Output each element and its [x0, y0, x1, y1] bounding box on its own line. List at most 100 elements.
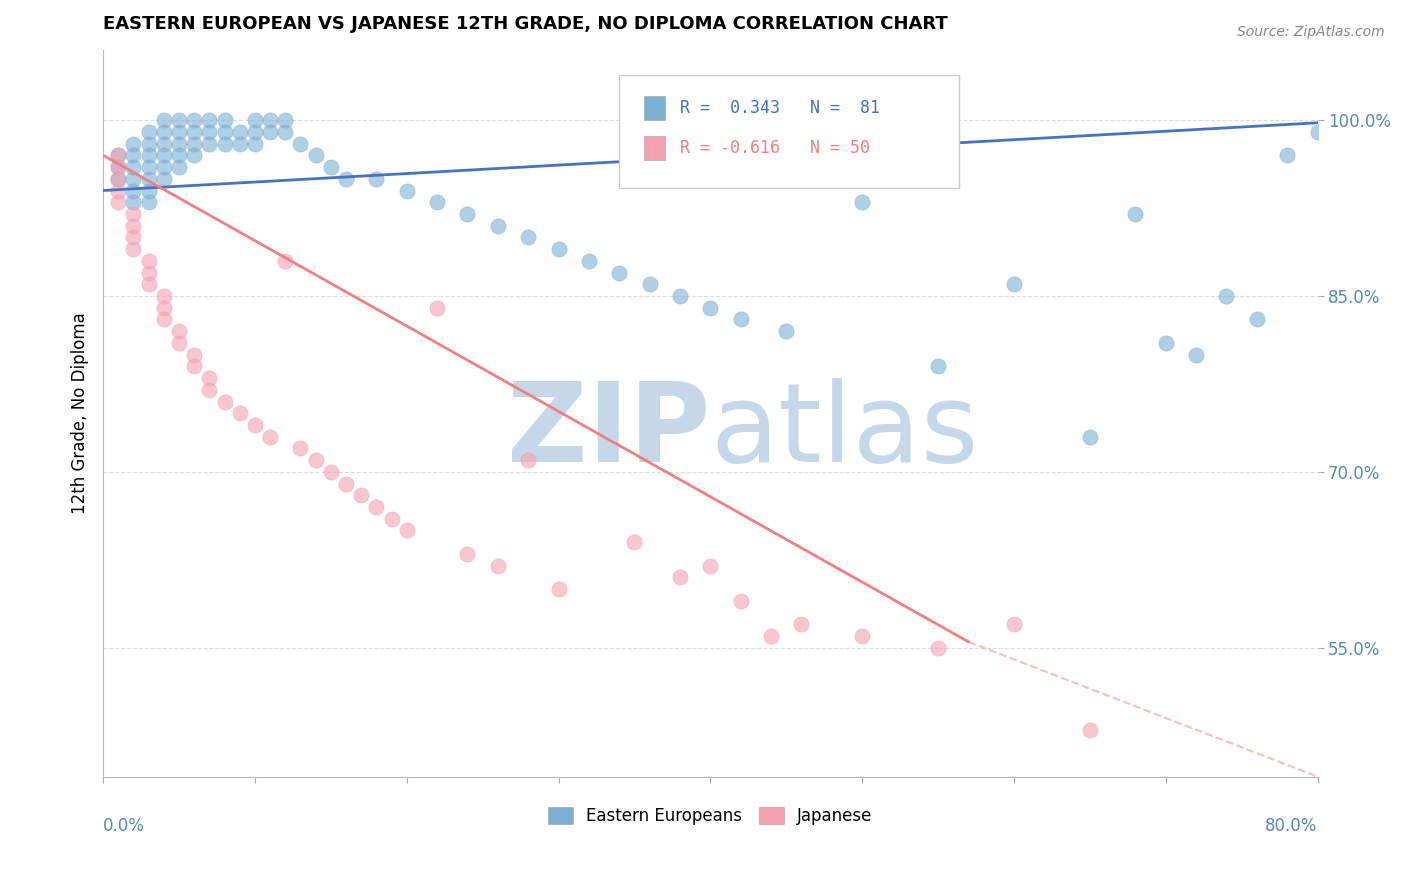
Point: [183, 113, 205, 128]
Point: [1078, 430, 1101, 444]
Text: R =  0.343   N =  81: R = 0.343 N = 81: [681, 99, 880, 117]
Text: 80.0%: 80.0%: [1265, 816, 1317, 835]
Point: [214, 136, 236, 151]
Point: [198, 383, 221, 397]
Point: [517, 230, 540, 244]
Point: [122, 195, 145, 210]
Point: [122, 219, 145, 233]
Point: [851, 195, 873, 210]
Point: [138, 125, 160, 139]
Point: [153, 312, 176, 326]
Point: [107, 195, 129, 210]
Point: [699, 558, 721, 573]
Point: [274, 113, 297, 128]
Point: [167, 335, 190, 350]
Point: [153, 136, 176, 151]
Point: [122, 160, 145, 174]
Point: [259, 113, 281, 128]
Text: 0.0%: 0.0%: [103, 816, 145, 835]
Point: [122, 148, 145, 162]
Point: [669, 570, 692, 584]
Point: [607, 266, 630, 280]
Point: [107, 171, 129, 186]
Point: [638, 277, 661, 292]
Point: [547, 242, 569, 256]
Point: [319, 160, 342, 174]
Point: [775, 324, 797, 338]
Point: [153, 171, 176, 186]
Text: Source: ZipAtlas.com: Source: ZipAtlas.com: [1237, 25, 1385, 39]
Text: ZIP: ZIP: [508, 378, 710, 485]
Point: [259, 430, 281, 444]
Point: [122, 171, 145, 186]
Point: [122, 184, 145, 198]
Point: [517, 453, 540, 467]
Point: [107, 148, 129, 162]
Point: [1398, 148, 1406, 162]
Point: [623, 535, 645, 549]
Point: [107, 184, 129, 198]
Point: [153, 148, 176, 162]
Point: [107, 171, 129, 186]
Point: [927, 640, 949, 655]
Point: [1215, 289, 1237, 303]
Point: [1078, 723, 1101, 737]
Point: [259, 125, 281, 139]
Point: [380, 512, 402, 526]
Point: [1185, 348, 1208, 362]
Point: [153, 289, 176, 303]
Point: [426, 195, 449, 210]
Point: [138, 136, 160, 151]
Point: [214, 125, 236, 139]
Point: [669, 289, 692, 303]
Point: [699, 301, 721, 315]
Text: atlas: atlas: [710, 378, 979, 485]
Point: [138, 160, 160, 174]
Point: [107, 160, 129, 174]
Point: [183, 359, 205, 374]
Point: [198, 125, 221, 139]
Point: [456, 547, 478, 561]
Point: [335, 476, 357, 491]
Point: [1337, 113, 1360, 128]
Point: [167, 136, 190, 151]
FancyBboxPatch shape: [644, 136, 665, 160]
Point: [305, 453, 328, 467]
Point: [1246, 312, 1268, 326]
Point: [107, 160, 129, 174]
Point: [335, 171, 357, 186]
Point: [183, 125, 205, 139]
Point: [243, 125, 266, 139]
Point: [243, 113, 266, 128]
Point: [730, 312, 752, 326]
Text: R = -0.616   N = 50: R = -0.616 N = 50: [681, 139, 870, 157]
Point: [122, 207, 145, 221]
Legend: Eastern Europeans, Japanese: Eastern Europeans, Japanese: [540, 799, 882, 834]
Point: [1154, 335, 1177, 350]
Point: [122, 230, 145, 244]
Point: [198, 136, 221, 151]
Point: [547, 582, 569, 596]
Point: [456, 207, 478, 221]
Point: [167, 324, 190, 338]
Point: [578, 253, 600, 268]
FancyBboxPatch shape: [644, 96, 665, 120]
Point: [274, 253, 297, 268]
Point: [229, 136, 252, 151]
Point: [183, 136, 205, 151]
Point: [290, 442, 312, 456]
Point: [395, 524, 418, 538]
Point: [198, 371, 221, 385]
Point: [290, 136, 312, 151]
Point: [274, 125, 297, 139]
Point: [395, 184, 418, 198]
Point: [243, 417, 266, 432]
Point: [759, 629, 782, 643]
Point: [138, 148, 160, 162]
Point: [167, 113, 190, 128]
Point: [138, 277, 160, 292]
Point: [153, 160, 176, 174]
Point: [153, 301, 176, 315]
Point: [138, 171, 160, 186]
Point: [153, 125, 176, 139]
